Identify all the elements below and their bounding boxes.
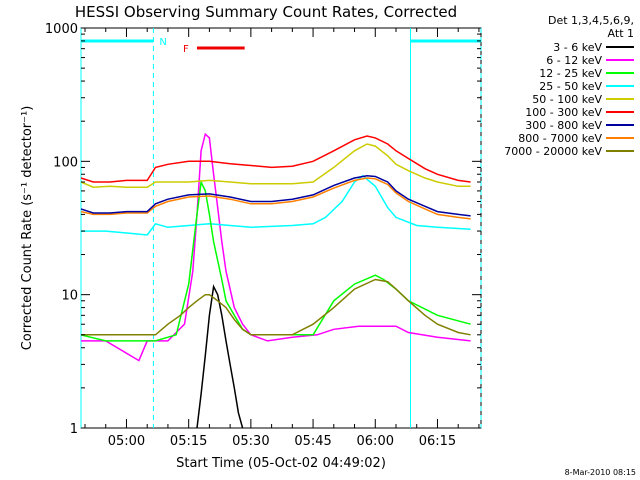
series-line-800-7000-kev: [81, 177, 471, 220]
flare-label: F: [183, 44, 189, 55]
y-axis: 1 10 100 1000: [45, 22, 481, 437]
y-tick-label: 1000: [45, 22, 78, 37]
timestamp: 8-Mar-2010 08:15: [565, 468, 636, 477]
series-line-100-300-kev: [81, 135, 471, 183]
y-tick-label: 1: [70, 422, 78, 437]
legend-label: 6 - 12 keV: [546, 54, 602, 67]
legend-label: 100 - 300 keV: [525, 106, 602, 119]
x-axis-label: Start Time (05-Oct-02 04:49:02): [176, 456, 386, 471]
legend-label: 3 - 6 keV: [553, 41, 602, 54]
series-line-50-100-kev: [81, 143, 471, 188]
legend-label: 25 - 50 keV: [539, 80, 602, 93]
plot-frame: [80, 27, 482, 429]
x-axis: 05:00 05:15 05:30 05:45 06:00 06:15: [84, 28, 480, 449]
x-tick-label: 05:15: [170, 434, 207, 449]
legend-label: 300 - 800 keV: [525, 119, 602, 132]
y-axis-label: Corrected Count Rate (s⁻¹ detector⁻¹): [20, 106, 35, 351]
series-line-300-800-kev: [81, 174, 471, 217]
legend-label: 50 - 100 keV: [532, 93, 602, 106]
chart-title: HESSI Observing Summary Count Rates, Cor…: [75, 3, 457, 21]
x-tick-label: 06:15: [419, 434, 456, 449]
x-tick-label: 05:45: [294, 434, 331, 449]
y-tick-label: 100: [53, 155, 78, 170]
series-line-3-6-kev: [196, 284, 244, 428]
series-line-12-25-kev: [81, 179, 471, 342]
legend-label: 800 - 7000 keV: [518, 132, 602, 145]
series-line-7000-20000-kev: [81, 278, 471, 336]
series-line-25-50-kev: [81, 174, 471, 236]
plot-area: NF: [80, 27, 482, 429]
x-tick-label: 05:30: [232, 434, 269, 449]
night-label: N: [159, 37, 166, 48]
legend-label: 7000 - 20000 keV: [504, 145, 602, 158]
x-tick-label: 06:00: [357, 434, 394, 449]
legend-header-line-1: Det 1,3,4,5,6,9,: [548, 14, 634, 27]
x-tick-label: 05:00: [108, 434, 145, 449]
series-line-6-12-kev: [81, 132, 471, 362]
legend-header-line-2: Att 1: [608, 27, 634, 40]
y-tick-label: 10: [61, 289, 78, 304]
legend-label: 12 - 25 keV: [539, 67, 602, 80]
